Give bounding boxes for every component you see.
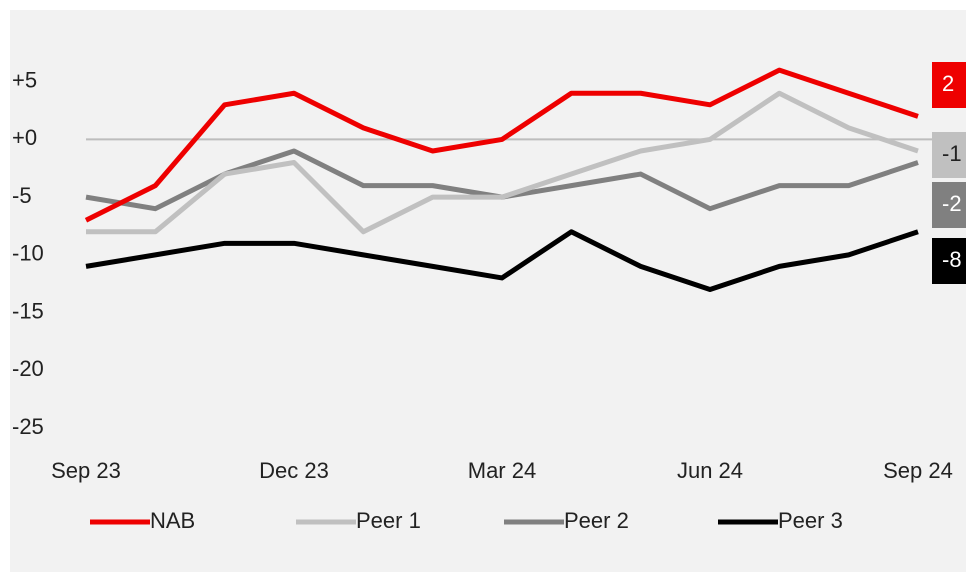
x-tick-label: Sep 24 — [883, 458, 953, 483]
chart-background — [10, 10, 966, 572]
x-tick-label: Dec 23 — [259, 458, 329, 483]
legend-label: NAB — [150, 508, 195, 533]
legend-label: Peer 3 — [778, 508, 843, 533]
series-line — [86, 90, 919, 235]
legend-label: Peer 1 — [356, 508, 421, 533]
y-tick-label: +5 — [12, 68, 37, 93]
series-line — [84, 67, 919, 223]
y-tick-label: +0 — [12, 125, 37, 150]
end-label: -1 — [942, 141, 962, 166]
end-label-box — [932, 132, 966, 178]
end-label-box — [932, 182, 966, 228]
end-label: 2 — [942, 71, 954, 96]
end-label-box — [932, 62, 966, 108]
y-tick-label: -20 — [12, 356, 44, 381]
x-tick-label: Mar 24 — [468, 458, 536, 483]
y-tick-label: -5 — [12, 183, 32, 208]
y-tick-label: -15 — [12, 298, 44, 323]
y-tick-label: -10 — [12, 241, 44, 266]
x-tick-label: Sep 23 — [51, 458, 121, 483]
end-label-box — [932, 238, 966, 284]
series-line — [85, 229, 919, 292]
y-tick-label: -25 — [12, 414, 44, 439]
end-label: -2 — [942, 191, 962, 216]
legend-label: Peer 2 — [564, 508, 629, 533]
end-label: -8 — [942, 247, 962, 272]
x-tick-label: Jun 24 — [677, 458, 743, 483]
